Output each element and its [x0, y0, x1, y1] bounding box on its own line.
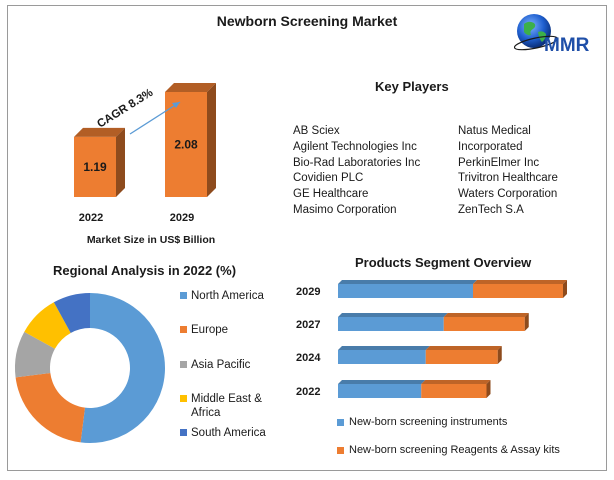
- key-player-name: Bio-Rad Laboratories Inc: [293, 156, 421, 169]
- regional-donut-chart: [14, 293, 165, 443]
- segment-legend-swatch: [337, 419, 344, 426]
- legend-swatch: [180, 326, 187, 333]
- donut-slice-middle-east-africa: [24, 302, 71, 349]
- key-player-name: Incorporated: [458, 140, 523, 153]
- segment-bar-2024-instruments: [338, 350, 426, 364]
- regional-analysis-heading: Regional Analysis in 2022 (%): [53, 263, 237, 278]
- key-player-name: Waters Corporation: [458, 188, 558, 201]
- mmr-logo: MMR: [513, 10, 604, 58]
- market-category-label: 2022: [79, 212, 103, 224]
- market-bar-top: [165, 83, 216, 92]
- market-bar-2022: [74, 136, 116, 197]
- key-player-name: Covidien PLC: [293, 172, 364, 185]
- donut-slice-north-america: [80, 293, 165, 443]
- key-players-column-2: Natus Medical Incorporated PerkinElmer Inc…: [458, 124, 558, 219]
- products-segment-heading: Products Segment Overview: [355, 255, 532, 270]
- segment-bar-2029-instruments: [338, 284, 473, 298]
- segment-legend-label: New-born screening instruments: [349, 416, 508, 428]
- segment-bar-2027-instruments: [338, 317, 444, 331]
- segment-bar-2022-instruments: [338, 384, 422, 398]
- legend-label: Asia Pacific: [191, 359, 251, 371]
- key-player-name: Masimo Corporation: [293, 203, 397, 216]
- globe-icon: MMR: [513, 14, 590, 56]
- market-bar-side: [207, 83, 216, 197]
- market-bar-value-label: 2.08: [174, 138, 198, 152]
- segment-year-label: 2027: [296, 319, 320, 331]
- market-bar-side: [116, 127, 125, 197]
- segment-year-label: 2022: [296, 386, 320, 398]
- cagr-arrow: [129, 101, 181, 135]
- legend-swatch: [180, 361, 187, 368]
- segment-year-label: 2029: [296, 286, 320, 298]
- segment-bar-top: [338, 280, 477, 284]
- market-bar-value-label: 1.19: [83, 160, 107, 174]
- segment-bar-side: [563, 280, 567, 298]
- key-player-name: AB Sciex: [293, 125, 340, 137]
- segment-legend-label: New-born screening Reagents & Assay kits: [349, 444, 560, 456]
- segment-bar-top: [338, 380, 426, 384]
- segment-bar-2022-reagents: [421, 384, 487, 398]
- segment-bar-2024-reagents: [425, 350, 498, 364]
- key-players-column-1: AB Sciex Agilent Technologies Inc Bio-Rad …: [293, 124, 420, 219]
- donut-slice-asia-pacific: [14, 331, 55, 378]
- logo-text: MMR: [544, 35, 590, 56]
- segment-bar-top: [338, 346, 430, 350]
- market-bar-top: [74, 127, 125, 137]
- legend-label: Middle East & Africa: [191, 393, 262, 419]
- key-player-name: GE Healthcare: [293, 188, 369, 201]
- legend-swatch: [180, 429, 187, 436]
- key-player-name: ZenTech S.A: [458, 203, 524, 216]
- market-bar-2029: [165, 92, 207, 197]
- segment-bar-top: [473, 280, 567, 284]
- legend-label: North America: [191, 290, 264, 302]
- segment-bar-2029-reagents: [473, 284, 563, 298]
- segment-bar-top: [425, 346, 502, 350]
- legend-label: South America: [191, 427, 266, 439]
- key-player-name: Natus Medical: [458, 125, 531, 137]
- key-players-heading: Key Players: [375, 79, 449, 94]
- segment-bar-side: [497, 346, 502, 364]
- legend-swatch: [180, 292, 187, 299]
- key-player-name: PerkinElmer Inc: [458, 156, 540, 169]
- segment-bar-top: [421, 380, 491, 384]
- segment-bar-top: [443, 313, 529, 317]
- legend-swatch: [180, 395, 187, 402]
- segment-bar-2027-reagents: [443, 317, 525, 331]
- donut-slice-europe: [15, 373, 85, 443]
- market-size-chart: 1.192.08 CAGR 8.3% 2022 2029 Market Size …: [74, 83, 216, 246]
- cagr-arrowhead: [172, 102, 180, 108]
- key-player-name: Agilent Technologies Inc: [293, 140, 417, 153]
- segment-bar-side: [486, 380, 491, 398]
- infographic-frame: [7, 5, 607, 471]
- legend-label: Europe: [191, 324, 229, 336]
- key-player-name: Trivitron Healthcare: [458, 172, 558, 185]
- market-size-xlabel: Market Size in US$ Billion: [87, 234, 215, 246]
- products-segment-chart: 2029 2027 2024 2022: [296, 280, 567, 398]
- page-title: Newborn Screening Market: [216, 13, 398, 29]
- segment-bar-top: [338, 313, 448, 317]
- segment-year-label: 2024: [296, 352, 321, 364]
- market-category-label: 2029: [170, 212, 194, 224]
- segment-bar-side: [524, 313, 529, 331]
- donut-slice-south-america: [53, 293, 90, 333]
- segment-legend-swatch: [337, 447, 344, 454]
